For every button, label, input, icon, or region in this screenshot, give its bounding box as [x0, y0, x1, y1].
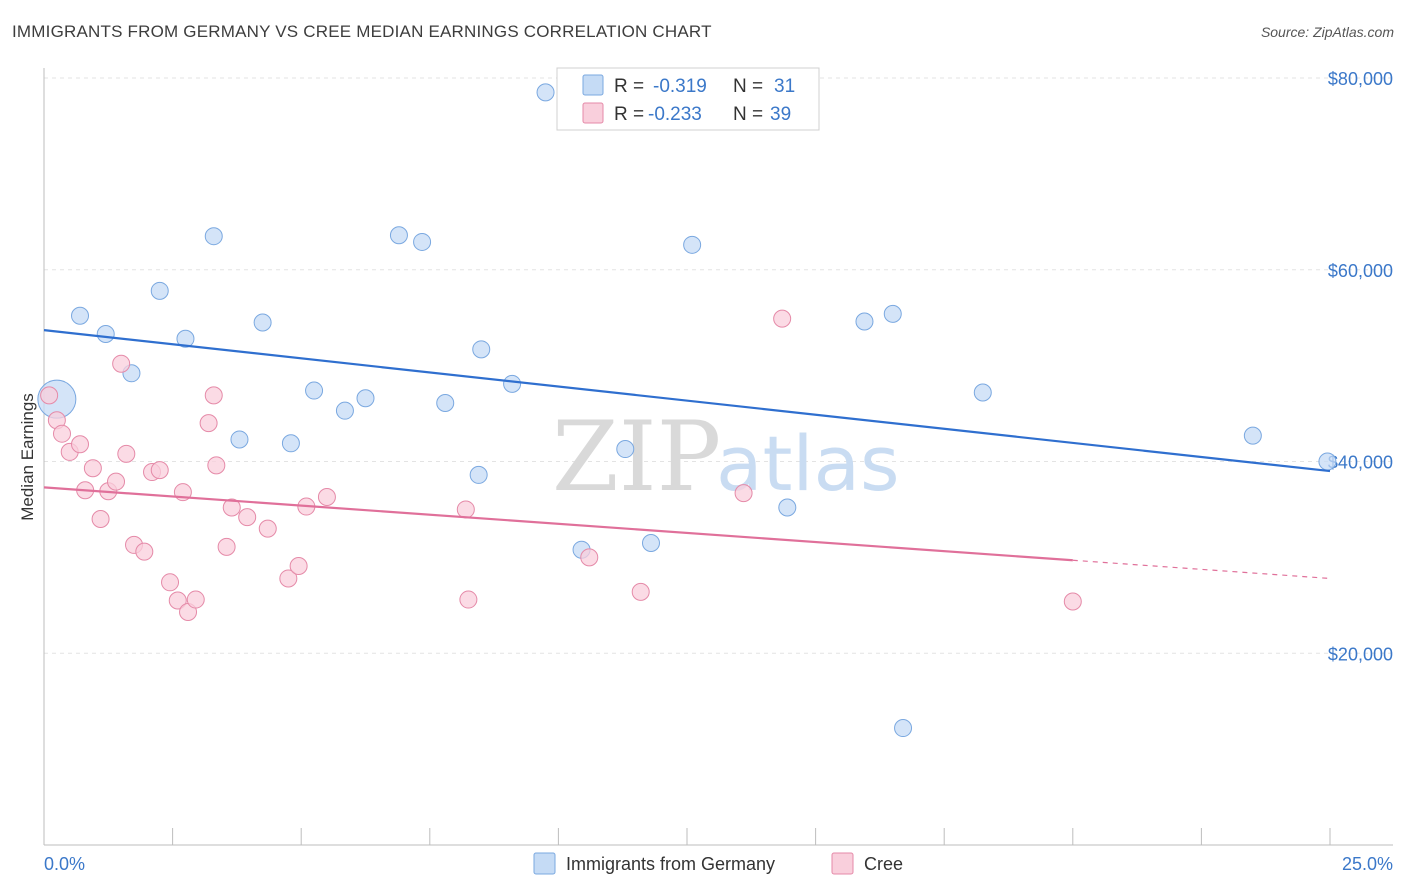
- data-point: [253, 313, 272, 332]
- data-point: [71, 435, 90, 454]
- x-tick-labels: 0.0% 25.0%: [44, 854, 1393, 874]
- data-point: [413, 232, 432, 251]
- data-point: [778, 498, 797, 517]
- data-point: [1243, 426, 1262, 445]
- series-legend-swatch-germany: [533, 852, 556, 875]
- trend-line-extension: [1072, 559, 1331, 580]
- legend-r-label-germany: R =: [614, 76, 644, 97]
- data-point: [230, 430, 249, 449]
- y-tick-label: $20,000: [1328, 644, 1393, 664]
- data-point: [186, 590, 205, 609]
- data-point: [631, 582, 650, 601]
- data-point: [317, 487, 336, 506]
- series-legend-label-germany: Immigrants from Germany: [566, 854, 775, 874]
- legend-n-value-germany: 31: [774, 76, 795, 97]
- data-point: [53, 424, 72, 443]
- data-point: [683, 235, 702, 254]
- data-point: [238, 508, 257, 527]
- data-point: [150, 281, 169, 300]
- series-legend: Immigrants from Germany Cree: [533, 852, 903, 875]
- grid-lines: [44, 77, 1393, 654]
- data-point: [176, 329, 195, 348]
- y-axis-title: Median Earnings: [18, 393, 37, 521]
- data-point: [40, 386, 59, 405]
- data-point: [305, 381, 324, 400]
- legend-swatch-cree: [582, 102, 604, 124]
- legend-r-value-germany: -0.319: [653, 76, 707, 97]
- data-point: [734, 484, 753, 503]
- legend-n-label-cree: N =: [733, 104, 763, 125]
- data-point: [112, 354, 131, 373]
- trend-line: [43, 486, 1073, 562]
- data-point: [855, 312, 874, 331]
- data-point: [150, 461, 169, 480]
- data-point: [536, 83, 555, 102]
- data-point: [217, 537, 236, 556]
- data-point: [456, 500, 475, 519]
- data-point: [894, 719, 913, 738]
- y-tick-label: $40,000: [1328, 453, 1393, 473]
- data-point: [389, 226, 408, 245]
- series-legend-swatch-cree: [831, 852, 854, 875]
- axes: [43, 68, 1393, 846]
- data-point: [1318, 452, 1337, 471]
- data-point: [469, 465, 488, 484]
- data-point: [1063, 592, 1082, 611]
- data-point: [107, 472, 126, 491]
- data-point: [258, 519, 277, 538]
- legend-swatch-germany: [582, 74, 604, 96]
- data-point: [83, 459, 102, 478]
- data-point: [773, 309, 792, 328]
- data-point: [356, 389, 375, 408]
- data-point: [204, 386, 223, 405]
- data-point: [472, 340, 491, 359]
- data-point: [168, 591, 187, 610]
- data-point: [883, 304, 902, 323]
- data-point: [973, 383, 992, 402]
- trend-lines: [43, 329, 1331, 580]
- watermark-zip: ZIP: [552, 401, 721, 513]
- y-tick-label: $60,000: [1328, 261, 1393, 281]
- trend-line: [43, 329, 1331, 473]
- data-point: [436, 394, 455, 413]
- series-legend-label-cree: Cree: [864, 854, 903, 874]
- data-point: [91, 510, 110, 529]
- data-point: [335, 401, 354, 420]
- legend-r-label-cree: R =: [614, 104, 644, 125]
- data-point: [96, 324, 115, 343]
- source-credit: Source: ZipAtlas.com: [1260, 24, 1394, 40]
- data-point: [641, 533, 660, 552]
- watermark: ZIP atlas: [552, 401, 900, 513]
- data-point: [281, 434, 300, 453]
- data-point: [71, 306, 90, 325]
- data-point: [222, 498, 241, 517]
- data-point: [135, 542, 154, 561]
- legend-n-value-cree: 39: [770, 104, 791, 125]
- legend-r-value-cree: -0.233: [648, 104, 702, 125]
- y-tick-label: $80,000: [1328, 69, 1393, 89]
- data-point: [204, 227, 223, 246]
- legend-n-label-germany: N =: [733, 76, 763, 97]
- data-point: [289, 557, 308, 576]
- data-point: [161, 573, 180, 592]
- data-point: [207, 456, 226, 475]
- x-tick-label-min: 0.0%: [44, 854, 85, 874]
- correlation-legend: R = -0.319 N = 31 R = -0.233 N = 39: [556, 67, 820, 131]
- data-point: [459, 590, 478, 609]
- data-point: [580, 548, 599, 567]
- data-point: [616, 440, 635, 459]
- x-tick-label-max: 25.0%: [1342, 854, 1393, 874]
- y-tick-labels: $20,000 $40,000 $60,000 $80,000: [1328, 69, 1393, 664]
- data-point: [503, 374, 522, 393]
- chart-title: IMMIGRANTS FROM GERMANY VS CREE MEDIAN E…: [12, 22, 712, 41]
- data-point: [199, 414, 218, 433]
- series-germany-points: [37, 83, 1337, 738]
- data-point: [117, 444, 136, 463]
- data-point: [279, 569, 298, 588]
